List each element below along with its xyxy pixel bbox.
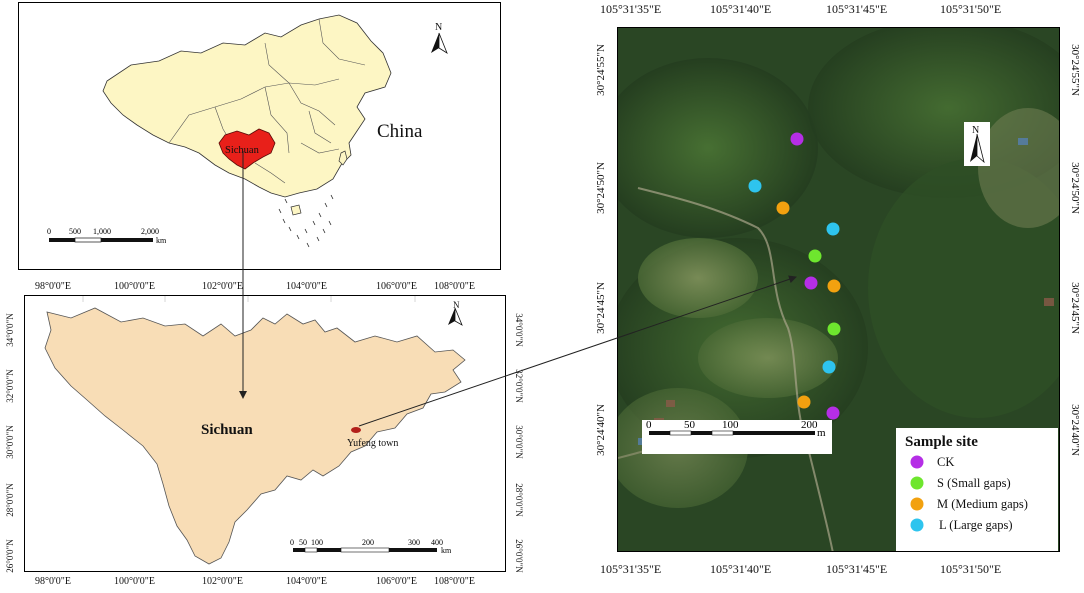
yufeng-town-marker	[351, 427, 361, 433]
sichuan-panel-bottom-labels: 98°0'0"E 100°0'0"E 102°0'0"E 104°0'0"E 1…	[35, 576, 475, 587]
site-marker-l	[748, 179, 762, 193]
sichuan-scalebar: 0 50 100 200 300 400 km	[290, 538, 452, 555]
site-marker-l	[822, 360, 836, 374]
svg-text:300: 300	[408, 538, 420, 547]
svg-text:2,000: 2,000	[141, 227, 159, 236]
site-marker-m	[797, 395, 811, 409]
south-china-sea-islands	[278, 194, 334, 248]
site-scalebar: 0 50 100 200 m	[642, 419, 832, 454]
sichuan-north-label: N	[453, 300, 460, 310]
site-legend: Sample site CK S (Small gaps) M (Medium …	[896, 428, 1058, 551]
svg-text:34°0'0"N: 34°0'0"N	[5, 313, 15, 347]
svg-text:30°24'45"N: 30°24'45"N	[1069, 282, 1081, 334]
svg-text:400: 400	[431, 538, 443, 547]
satellite-image: N 0 50 100 200 m Sample site CK S (Small…	[618, 28, 1059, 551]
sichuan-province-panel: Sichuan Yufeng town N 0 50 100 200 300 4…	[24, 295, 506, 572]
site-panel-bottom-labels: 105°31'35"E 105°31'40"E 105°31'45"E 105°…	[600, 562, 1002, 576]
svg-text:0: 0	[646, 419, 652, 431]
legend-label-s: S (Small gaps)	[937, 476, 1011, 490]
svg-text:1,000: 1,000	[93, 227, 111, 236]
legend-label-m: M (Medium gaps)	[937, 497, 1028, 511]
svg-text:30°24'55"N: 30°24'55"N	[1069, 44, 1081, 96]
svg-text:km: km	[156, 236, 167, 245]
svg-text:30°0'0"N: 30°0'0"N	[514, 425, 524, 459]
site-marker-ck	[804, 276, 818, 290]
china-north-arrow-icon	[431, 32, 448, 54]
svg-text:200: 200	[801, 419, 818, 431]
svg-text:30°24'50"N: 30°24'50"N	[595, 162, 607, 214]
svg-text:50: 50	[299, 538, 307, 547]
svg-text:0: 0	[47, 227, 51, 236]
svg-text:30°0'0"N: 30°0'0"N	[5, 425, 15, 459]
hainan-island	[290, 204, 302, 216]
sichuan-province-shape	[44, 307, 466, 565]
sichuan-map: Sichuan Yufeng town N 0 50 100 200 300 4…	[44, 296, 466, 565]
legend-label-l: L (Large gaps)	[939, 518, 1013, 532]
svg-text:500: 500	[69, 227, 81, 236]
legend-label-ck: CK	[937, 455, 954, 469]
site-marker-ck	[790, 132, 804, 146]
svg-text:30°24'45"N: 30°24'45"N	[595, 282, 607, 334]
yufeng-town-label: Yufeng town	[347, 438, 398, 449]
china-north-label: N	[435, 22, 442, 33]
legend-swatch-l	[910, 518, 924, 532]
legend-title: Sample site	[905, 434, 978, 450]
china-scalebar: 0 500 1,000 2,000 km	[47, 227, 167, 245]
svg-text:34°0'0"N: 34°0'0"N	[514, 313, 524, 347]
china-overview-panel: Sichuan China N 0 500 1,000 2	[18, 2, 501, 270]
svg-text:m: m	[817, 427, 826, 439]
site-satellite-panel: N 0 50 100 200 m Sample site CK S (Small…	[617, 27, 1060, 552]
svg-text:100: 100	[311, 538, 323, 547]
svg-text:km: km	[441, 546, 452, 555]
svg-text:100: 100	[722, 419, 739, 431]
province-boundaries	[168, 18, 366, 184]
town-to-site-arrow	[358, 275, 797, 427]
legend-swatch-ck	[910, 455, 924, 469]
legend-swatch-m	[910, 497, 924, 511]
sichuan-north-arrow-icon	[448, 307, 463, 326]
svg-text:28°0'0"N: 28°0'0"N	[5, 483, 15, 517]
china-map: Sichuan China N 0 500 1,000 2	[47, 14, 448, 248]
svg-text:32°0'0"N: 32°0'0"N	[514, 369, 524, 403]
site-north-label: N	[972, 125, 979, 136]
svg-text:26°0'0"N: 26°0'0"N	[514, 539, 524, 573]
site-marker-l	[826, 222, 840, 236]
svg-text:26°0'0"N: 26°0'0"N	[5, 539, 15, 573]
svg-text:30°24'40"N: 30°24'40"N	[595, 404, 607, 456]
svg-text:30°24'55"N: 30°24'55"N	[595, 44, 607, 96]
svg-text:30°24'50"N: 30°24'50"N	[1069, 162, 1081, 214]
site-marker-m	[827, 279, 841, 293]
site-markers	[748, 132, 841, 442]
svg-text:50: 50	[684, 419, 696, 431]
site-marker-s	[827, 322, 841, 336]
site-north-arrow: N	[964, 122, 990, 166]
china-landmass	[102, 14, 392, 198]
sichuan-panel-top-labels: 98°0'0"E 100°0'0"E 102°0'0"E 104°0'0"E 1…	[35, 281, 475, 292]
site-marker-m	[776, 201, 790, 215]
svg-text:28°0'0"N: 28°0'0"N	[514, 483, 524, 517]
sichuan-highlight-region	[218, 128, 276, 170]
china-sichuan-label: Sichuan	[225, 145, 260, 156]
svg-text:32°0'0"N: 32°0'0"N	[5, 369, 15, 403]
legend-swatch-s	[910, 476, 924, 490]
sichuan-province-label: Sichuan	[201, 422, 253, 438]
svg-text:0: 0	[290, 538, 294, 547]
site-marker-ck	[826, 406, 840, 420]
site-marker-s	[808, 249, 822, 263]
taiwan-island	[338, 150, 348, 166]
china-country-label: China	[377, 121, 423, 142]
svg-text:30°24'40"N: 30°24'40"N	[1069, 404, 1081, 456]
site-panel-top-labels: 105°31'35"E 105°31'40"E 105°31'45"E 105°…	[600, 2, 1002, 16]
svg-text:200: 200	[362, 538, 374, 547]
graticule	[82, 296, 416, 302]
